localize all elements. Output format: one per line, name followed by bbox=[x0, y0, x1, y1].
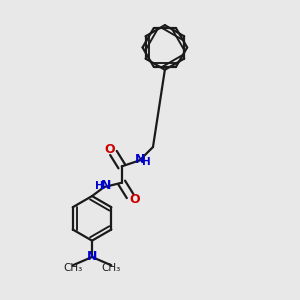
Text: N: N bbox=[135, 153, 146, 166]
Text: CH₃: CH₃ bbox=[63, 263, 82, 273]
Text: O: O bbox=[129, 193, 140, 206]
Text: O: O bbox=[104, 143, 115, 157]
Text: H: H bbox=[95, 181, 103, 191]
Text: N: N bbox=[100, 179, 111, 193]
Text: H: H bbox=[142, 158, 151, 167]
Text: N: N bbox=[87, 250, 97, 263]
Text: CH₃: CH₃ bbox=[102, 263, 121, 273]
